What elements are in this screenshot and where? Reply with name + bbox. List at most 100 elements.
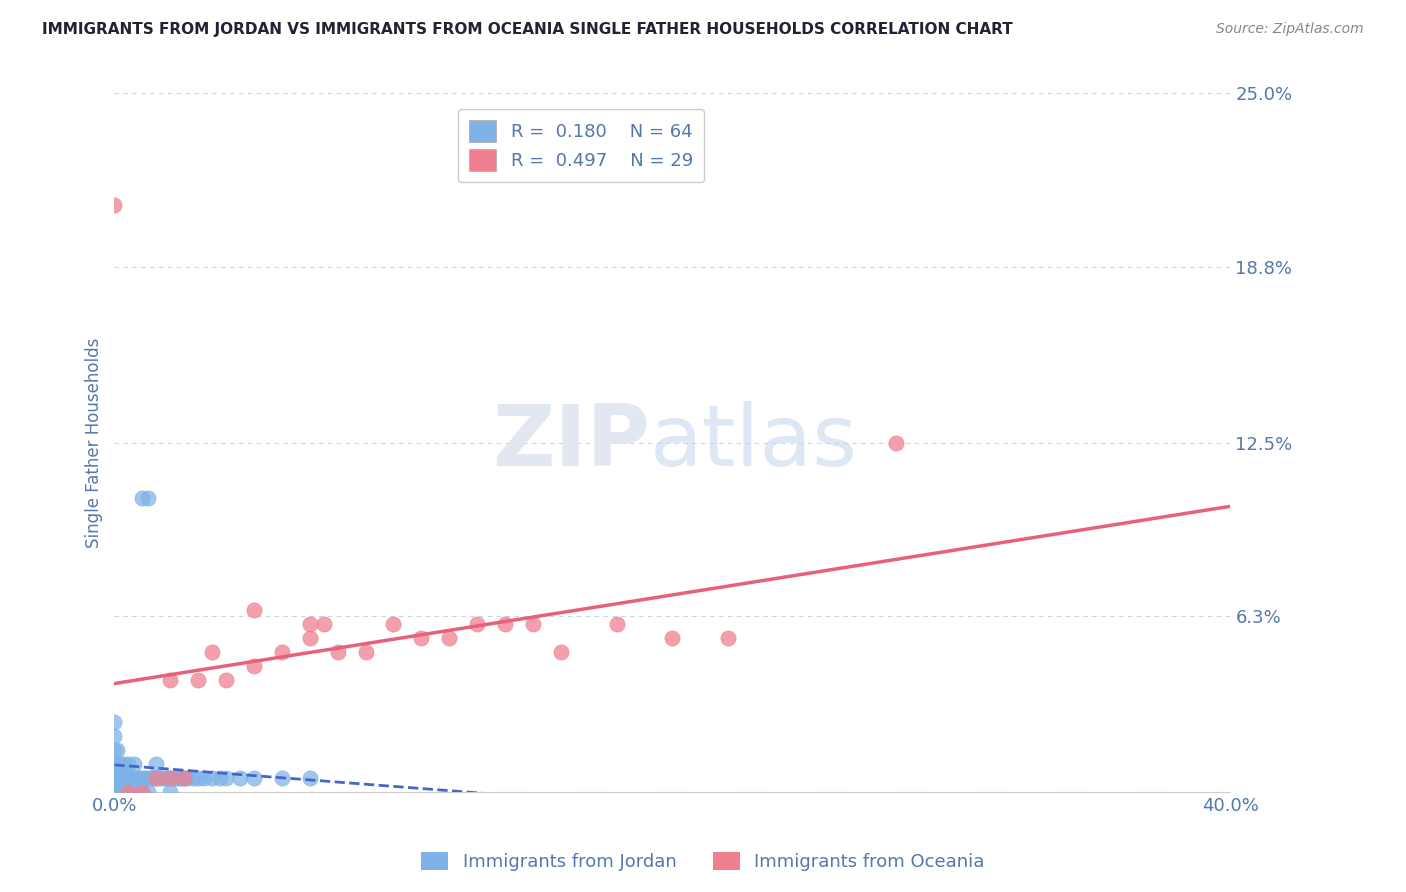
Point	[131, 771, 153, 785]
Point	[522, 617, 544, 632]
Point	[181, 771, 204, 785]
Point	[122, 771, 145, 785]
Y-axis label: Single Father Households: Single Father Households	[86, 337, 103, 548]
Point	[162, 771, 184, 785]
Point	[134, 771, 156, 785]
Point	[111, 771, 134, 785]
Point	[215, 673, 238, 687]
Point	[108, 785, 131, 799]
Point	[150, 771, 173, 785]
Point	[382, 617, 405, 632]
Point	[159, 785, 181, 799]
Point	[167, 771, 190, 785]
Point	[243, 771, 266, 785]
Point	[165, 771, 187, 785]
Point	[156, 771, 179, 785]
Point	[494, 617, 516, 632]
Point	[103, 743, 125, 757]
Point	[125, 785, 148, 799]
Point	[354, 645, 377, 659]
Point	[661, 631, 683, 645]
Legend: Immigrants from Jordan, Immigrants from Oceania: Immigrants from Jordan, Immigrants from …	[415, 845, 991, 879]
Point	[411, 631, 433, 645]
Point	[131, 785, 153, 799]
Point	[270, 645, 292, 659]
Point	[606, 617, 628, 632]
Point	[243, 603, 266, 617]
Point	[884, 435, 907, 450]
Point	[125, 771, 148, 785]
Point	[229, 771, 252, 785]
Point	[312, 617, 335, 632]
Point	[136, 491, 159, 506]
Point	[145, 771, 167, 785]
Point	[103, 198, 125, 212]
Point	[153, 771, 176, 785]
Point	[159, 771, 181, 785]
Point	[103, 729, 125, 743]
Point	[108, 756, 131, 771]
Point	[173, 771, 195, 785]
Point	[103, 771, 125, 785]
Point	[122, 756, 145, 771]
Point	[326, 645, 349, 659]
Point	[215, 771, 238, 785]
Point	[159, 673, 181, 687]
Point	[187, 771, 209, 785]
Text: IMMIGRANTS FROM JORDAN VS IMMIGRANTS FROM OCEANIA SINGLE FATHER HOUSEHOLDS CORRE: IMMIGRANTS FROM JORDAN VS IMMIGRANTS FRO…	[42, 22, 1012, 37]
Point	[117, 756, 139, 771]
Point	[117, 785, 139, 799]
Point	[117, 771, 139, 785]
Point	[439, 631, 461, 645]
Point	[108, 771, 131, 785]
Point	[173, 771, 195, 785]
Point	[170, 771, 193, 785]
Point	[105, 771, 128, 785]
Text: ZIP: ZIP	[492, 401, 650, 484]
Point	[128, 771, 150, 785]
Point	[298, 771, 321, 785]
Text: atlas: atlas	[650, 401, 858, 484]
Point	[114, 785, 136, 799]
Point	[131, 785, 153, 799]
Point	[298, 617, 321, 632]
Point	[105, 785, 128, 799]
Point	[145, 771, 167, 785]
Point	[103, 785, 125, 799]
Point	[136, 771, 159, 785]
Point	[176, 771, 198, 785]
Point	[103, 771, 125, 785]
Legend: R =  0.180    N = 64, R =  0.497    N = 29: R = 0.180 N = 64, R = 0.497 N = 29	[458, 110, 703, 182]
Point	[243, 659, 266, 673]
Point	[465, 617, 488, 632]
Point	[145, 756, 167, 771]
Point	[159, 771, 181, 785]
Point	[120, 785, 142, 799]
Point	[201, 771, 224, 785]
Point	[105, 743, 128, 757]
Point	[550, 645, 572, 659]
Point	[139, 771, 162, 785]
Point	[103, 756, 125, 771]
Point	[111, 756, 134, 771]
Point	[131, 491, 153, 506]
Point	[105, 756, 128, 771]
Point	[103, 785, 125, 799]
Point	[193, 771, 215, 785]
Text: Source: ZipAtlas.com: Source: ZipAtlas.com	[1216, 22, 1364, 37]
Point	[103, 785, 125, 799]
Point	[142, 771, 165, 785]
Point	[270, 771, 292, 785]
Point	[298, 631, 321, 645]
Point	[136, 785, 159, 799]
Point	[103, 714, 125, 729]
Point	[717, 631, 740, 645]
Point	[209, 771, 232, 785]
Point	[114, 771, 136, 785]
Point	[148, 771, 170, 785]
Point	[187, 673, 209, 687]
Point	[103, 785, 125, 799]
Point	[120, 771, 142, 785]
Point	[117, 785, 139, 799]
Point	[201, 645, 224, 659]
